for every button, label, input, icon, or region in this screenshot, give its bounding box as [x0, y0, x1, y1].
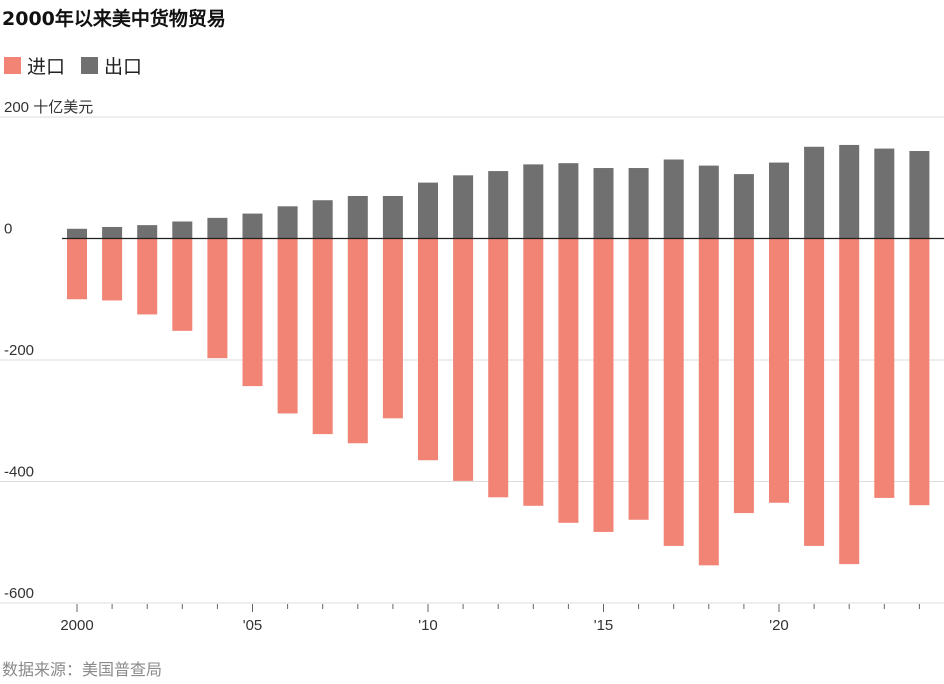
- bar-imports-2010: [418, 238, 438, 461]
- bar-imports-2023: [874, 238, 895, 498]
- bar-exports-2023: [874, 148, 895, 239]
- bar-exports-2013: [523, 164, 544, 239]
- bar-exports-2011: [453, 175, 474, 239]
- bar-exports-2019: [733, 174, 754, 239]
- legend-swatch-imports: [4, 57, 21, 74]
- bar-exports-2007: [312, 200, 333, 239]
- legend-item-imports: 进口: [4, 52, 65, 79]
- bar-exports-2004: [207, 217, 228, 239]
- x-tick-label: '15: [594, 617, 614, 634]
- bar-imports-2022: [839, 238, 860, 565]
- bar-imports-2002: [137, 238, 158, 315]
- bar-exports-2000: [67, 228, 87, 239]
- bar-exports-2008: [347, 195, 368, 239]
- bar-exports-2006: [277, 206, 298, 239]
- y-tick-label: -200: [4, 342, 34, 359]
- legend-item-exports: 出口: [81, 52, 142, 79]
- legend: 进口 出口: [4, 52, 158, 79]
- legend-label-exports: 出口: [104, 56, 143, 78]
- source-note: 数据来源：美国普查局: [2, 660, 163, 679]
- bar-imports-2018: [698, 238, 719, 566]
- bar-exports-2002: [137, 225, 158, 239]
- bar-imports-2004: [207, 238, 228, 359]
- bar-exports-2014: [558, 163, 579, 239]
- bar-imports-2001: [102, 238, 123, 301]
- y-tick-label: -600: [4, 585, 34, 602]
- x-tick-label: '10: [418, 617, 438, 634]
- bar-exports-2016: [628, 168, 649, 239]
- bar-imports-2024: [909, 238, 930, 506]
- x-tick-label: '20: [769, 617, 789, 634]
- bar-imports-2007: [312, 238, 333, 435]
- bar-exports-2024: [909, 151, 930, 239]
- bar-imports-2020: [769, 238, 789, 503]
- bar-exports-2022: [839, 144, 860, 239]
- bar-exports-2021: [804, 146, 825, 239]
- legend-swatch-exports: [81, 57, 99, 74]
- bar-imports-2006: [277, 238, 298, 414]
- x-tick-label: 2000: [60, 617, 93, 634]
- bar-imports-2017: [663, 238, 684, 546]
- bar-imports-2000: [67, 238, 87, 300]
- bar-exports-2018: [698, 165, 719, 239]
- chart-title: 2000年以来美中货物贸易: [2, 8, 226, 30]
- bar-imports-2012: [488, 238, 509, 498]
- y-tick-label: -400: [4, 464, 34, 481]
- bar-imports-2005: [242, 238, 263, 387]
- bar-imports-2003: [172, 238, 193, 331]
- y-tick-label: 200 十亿美元: [4, 99, 93, 116]
- bar-exports-2017: [663, 159, 684, 239]
- bar-exports-2010: [418, 182, 438, 239]
- bar-exports-2012: [488, 171, 509, 239]
- bar-imports-2013: [523, 238, 544, 506]
- bar-imports-2021: [804, 238, 825, 546]
- bar-imports-2008: [347, 238, 368, 444]
- y-tick-label: 0: [4, 221, 12, 238]
- x-tick-label: '05: [243, 617, 263, 634]
- bar-imports-2009: [382, 238, 403, 419]
- bar-exports-2003: [172, 221, 193, 239]
- legend-label-imports: 进口: [27, 56, 66, 78]
- bar-imports-2011: [453, 238, 474, 481]
- bar-exports-2005: [242, 213, 263, 239]
- bar-imports-2016: [628, 238, 649, 520]
- bar-exports-2015: [593, 168, 614, 239]
- bar-exports-2001: [102, 226, 123, 239]
- bar-exports-2020: [769, 162, 789, 239]
- bar-imports-2019: [733, 238, 754, 514]
- bar-exports-2009: [382, 195, 403, 239]
- bar-imports-2014: [558, 238, 579, 523]
- bar-imports-2015: [593, 238, 614, 532]
